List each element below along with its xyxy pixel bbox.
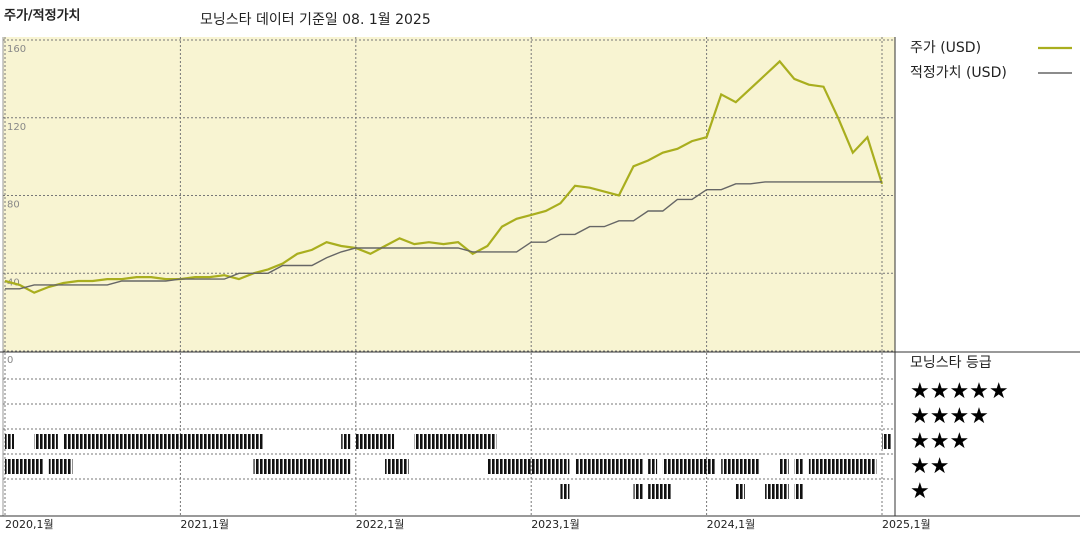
rating-bar [355,434,395,449]
rating-bar [633,484,643,499]
rating-label: ★ [910,479,930,504]
title: 주가/적정가치 [4,8,81,24]
rating-bar [794,459,804,474]
rating-bar [794,484,804,499]
rating-bar [5,434,14,449]
rating-bar [882,434,891,449]
rating-bar [253,459,351,474]
x-tick-label: 2022,1월 [356,518,405,531]
rating-label: ★★ [910,454,949,479]
rating-bar [63,434,263,449]
legend-label: 적정가치 (USD) [910,65,1007,81]
subtitle: 모닝스타 데이터 기준일 08. 1월 2025 [200,12,431,28]
y-tick-label: 160 [7,44,26,55]
rating-bar [414,434,497,449]
rating-bar [735,484,745,499]
ratings-title: 모닝스타 등급 [910,355,992,371]
rating-label: ★★★ [910,429,969,454]
rating-bar [560,484,570,499]
y-tick-label: 0 [7,355,13,366]
rating-bar [575,459,643,474]
legend-label: 주가 (USD) [910,40,981,56]
rating-bar [779,459,789,474]
series-line [5,181,882,290]
y-tick-label: 120 [7,122,26,133]
x-tick-label: 2024,1월 [707,518,756,531]
x-tick-label: 2021,1월 [180,518,229,531]
rating-bar [48,459,73,474]
x-tick-label: 2025,1월 [882,518,931,531]
rating-label: ★★★★★ [910,379,1009,404]
rating-label: ★★★★ [910,404,989,429]
rating-bar [5,459,44,474]
series-line [4,59,884,294]
x-tick-label: 2020,1월 [5,518,54,531]
x-tick-label: 2023,1월 [531,518,580,531]
y-tick-label: 80 [7,200,20,211]
rating-bar [487,459,570,474]
rating-bar [648,459,658,474]
price-panel [3,37,895,352]
rating-bar [662,459,716,474]
rating-bar [765,484,789,499]
rating-bar [341,434,351,449]
rating-bar [808,459,877,474]
rating-bar [34,434,58,449]
rating-bar [385,459,409,474]
rating-bar [721,459,760,474]
rating-bar [648,484,672,499]
